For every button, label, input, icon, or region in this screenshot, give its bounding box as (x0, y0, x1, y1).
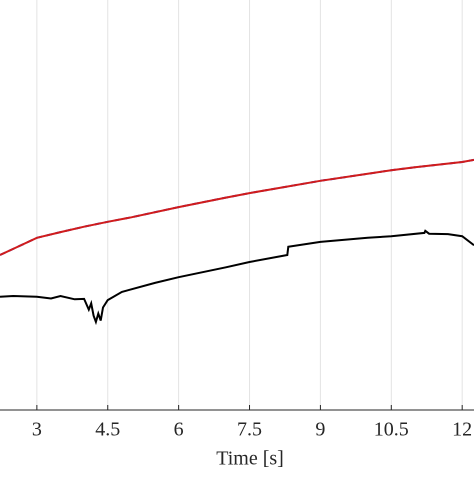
x-tick-label: 7.5 (237, 419, 262, 441)
x-tick-label: 6 (174, 419, 184, 441)
x-axis-label: Time [s] (216, 448, 284, 470)
x-tick-label: 4.5 (95, 419, 120, 441)
series-line (0, 158, 474, 256)
x-tick-label: 10.5 (374, 419, 409, 441)
series-line (0, 229, 474, 326)
series-line (0, 158, 474, 256)
x-tick-label: 3 (32, 419, 42, 441)
x-tick-label: 12 (452, 419, 472, 441)
x-tick-label: 9 (315, 419, 325, 441)
